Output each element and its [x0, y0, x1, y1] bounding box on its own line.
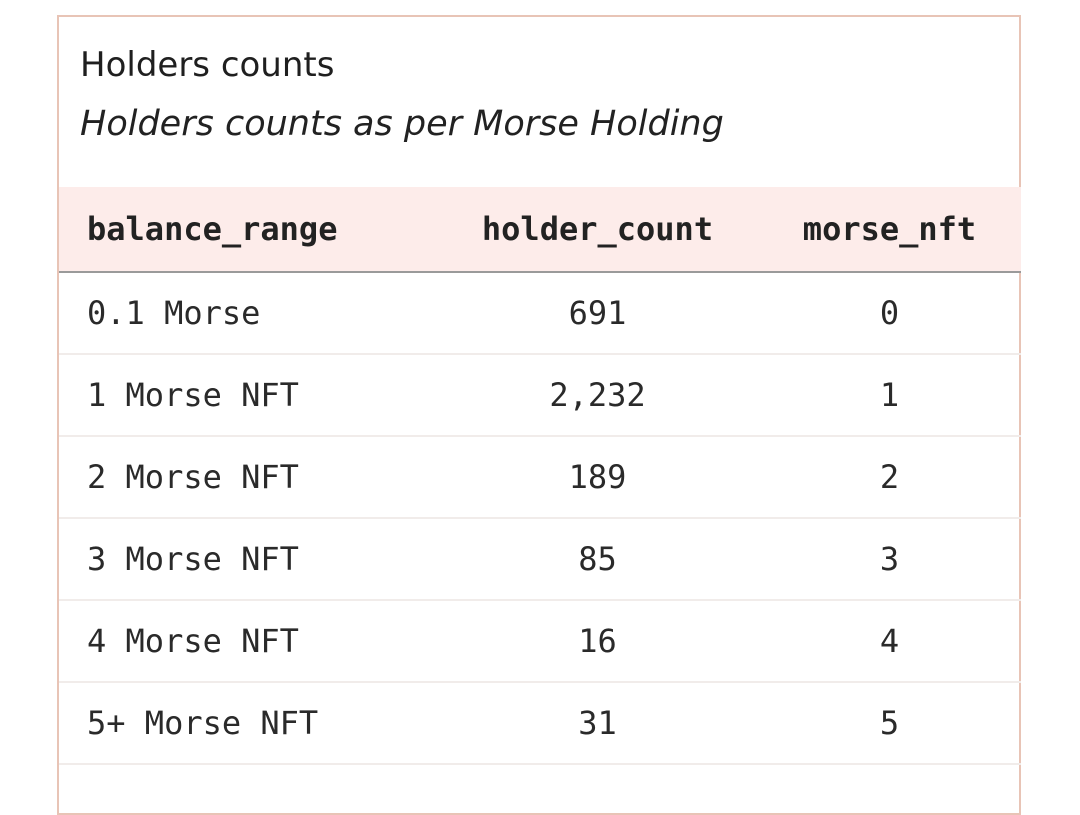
balance-range-cell: 1 Morse NFT — [59, 354, 437, 437]
column-header-holder-count[interactable]: holder_count — [437, 187, 758, 273]
table-row: 0.1 Morse 691 0 — [59, 272, 1021, 355]
card-subtitle: Holders counts as per Morse Holding — [80, 104, 724, 144]
morse-nft-cell: 2 — [757, 436, 1021, 519]
table-row: 4 Morse NFT 16 4 — [59, 600, 1021, 683]
balance-range-cell: 2 Morse NFT — [59, 436, 437, 519]
morse-nft-cell: 1 — [757, 354, 1021, 437]
balance-range-cell: 0.1 Morse — [59, 272, 437, 355]
holders-table: balance_range holder_count morse_nft 0.1… — [59, 187, 1021, 765]
balance-range-cell: 3 Morse NFT — [59, 518, 437, 601]
morse-nft-cell: 0 — [757, 272, 1021, 355]
holder-count-cell: 189 — [437, 436, 758, 519]
balance-range-cell: 4 Morse NFT — [59, 600, 437, 683]
holder-count-cell: 16 — [437, 600, 758, 683]
holder-count-cell: 85 — [437, 518, 758, 601]
table-body: 0.1 Morse 691 0 1 Morse NFT 2,232 1 2 Mo… — [59, 272, 1021, 765]
table-header: balance_range holder_count morse_nft — [59, 187, 1021, 273]
morse-nft-cell: 4 — [757, 600, 1021, 683]
table-row: 3 Morse NFT 85 3 — [59, 518, 1021, 601]
table-row: 2 Morse NFT 189 2 — [59, 436, 1021, 519]
morse-nft-cell: 5 — [757, 682, 1021, 765]
holder-count-cell: 691 — [437, 272, 758, 355]
morse-nft-cell: 3 — [757, 518, 1021, 601]
card-title: Holders counts — [80, 45, 335, 85]
holder-count-cell: 31 — [437, 682, 758, 765]
table-row: 5+ Morse NFT 31 5 — [59, 682, 1021, 765]
column-header-balance-range[interactable]: balance_range — [59, 187, 437, 273]
holder-count-cell: 2,232 — [437, 354, 758, 437]
balance-range-cell: 5+ Morse NFT — [59, 682, 437, 765]
holders-counts-card: Holders counts Holders counts as per Mor… — [57, 15, 1021, 815]
table-row: 1 Morse NFT 2,232 1 — [59, 354, 1021, 437]
header-row: balance_range holder_count morse_nft — [59, 187, 1021, 273]
column-header-morse-nft[interactable]: morse_nft — [757, 187, 1021, 273]
